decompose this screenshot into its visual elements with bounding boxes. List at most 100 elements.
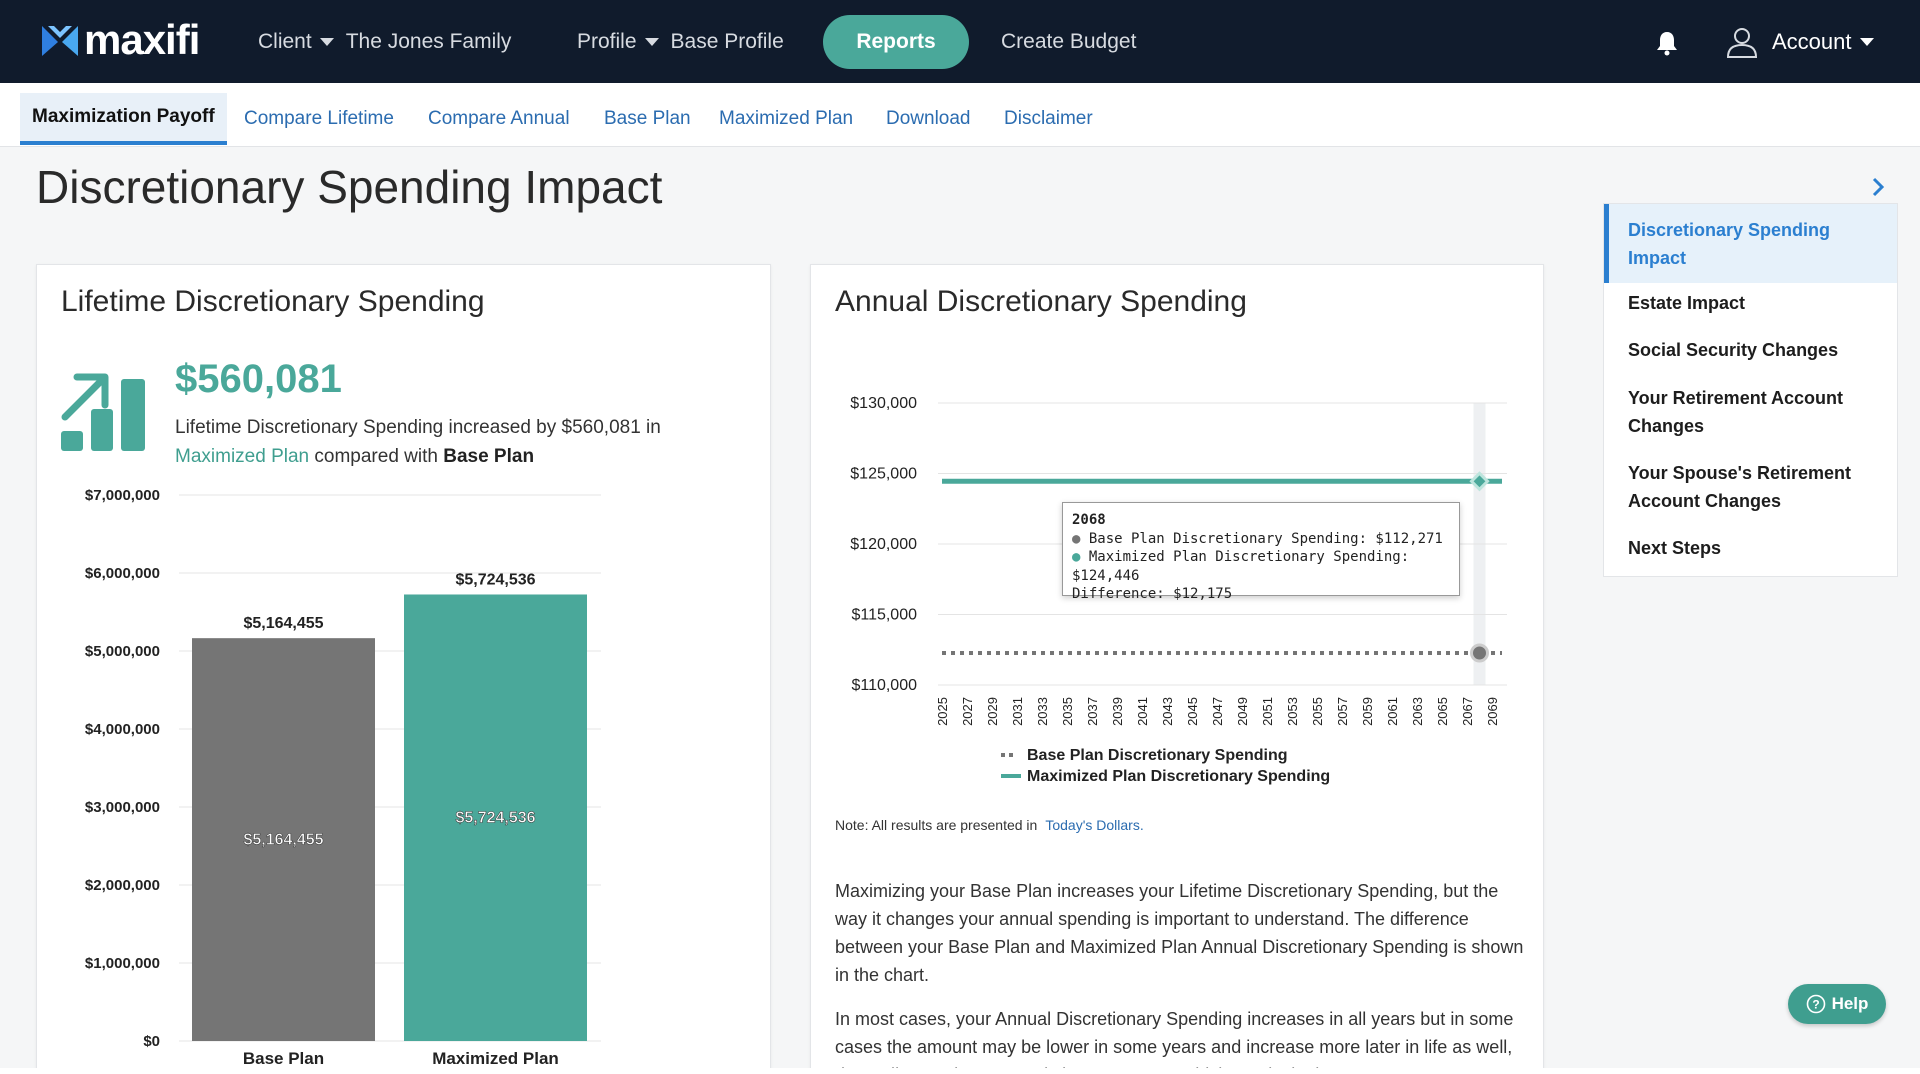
x-tick-label: 2065 <box>1435 697 1450 726</box>
todays-dollars-link[interactable]: Today's Dollars. <box>1045 817 1144 833</box>
dollars-note: Note: All results are presented in Today'… <box>835 817 1144 833</box>
page-title: Discretionary Spending Impact <box>36 161 663 213</box>
help-label: Help <box>1831 994 1869 1013</box>
x-tick-label: 2029 <box>985 697 1000 726</box>
section-nav-next-steps[interactable]: Next Steps <box>1628 538 1722 558</box>
account-label: Account <box>1772 28 1852 54</box>
y-tick-label: $115,000 <box>851 607 917 624</box>
tab-download[interactable]: Download <box>886 108 971 129</box>
bar-base-plan <box>192 638 375 1041</box>
tab-compare-annual[interactable]: Compare Annual <box>428 108 570 129</box>
x-tick-label: 2035 <box>1060 697 1075 726</box>
increase-text-prefix: Lifetime Discretionary Spending increase… <box>175 417 661 438</box>
x-tick-label: 2059 <box>1360 697 1375 726</box>
lifetime-increase-text: Lifetime Discretionary Spending increase… <box>175 413 715 471</box>
bar-inner-label: $5,164,455 <box>243 832 323 849</box>
x-category-label: Base Plan <box>243 1049 324 1068</box>
y-tick-label: $120,000 <box>850 536 917 553</box>
x-tick-label: 2027 <box>960 697 975 726</box>
chevron-down-icon <box>319 37 334 46</box>
x-tick-label: 2041 <box>1135 697 1150 726</box>
annual-spending-card: Annual Discretionary Spending $110,000 $1… <box>810 264 1544 1074</box>
y-tick-label: $0 <box>143 1033 160 1050</box>
y-tick-label: $110,000 <box>851 677 917 694</box>
chevron-right-icon[interactable] <box>1868 176 1888 198</box>
section-nav-estate-impact[interactable]: Estate Impact <box>1628 293 1746 313</box>
maxifi-logo-icon <box>42 26 78 56</box>
page-bottom-edge <box>0 1068 1920 1074</box>
profile-label: Profile <box>577 29 637 53</box>
y-tick-label: $2,000,000 <box>85 877 160 894</box>
x-tick-label: 2039 <box>1110 697 1125 726</box>
card-title: Annual Discretionary Spending <box>835 285 1247 318</box>
tooltip-year: 2068 <box>1072 512 1106 528</box>
create-budget-link[interactable]: Create Budget <box>1001 29 1137 53</box>
help-button[interactable]: ? Help <box>1788 984 1886 1024</box>
x-tick-label: 2031 <box>1010 697 1025 726</box>
x-tick-label: 2043 <box>1160 697 1175 726</box>
maximized-plan-hover-point <box>1469 471 1490 492</box>
maximized-plan-label: Maximized Plan <box>175 446 310 467</box>
section-nav-spouse-retirement[interactable]: Your Spouse's Retirement Account Changes <box>1628 463 1851 511</box>
x-tick-label: 2033 <box>1035 697 1050 726</box>
bar-maximized-plan <box>404 594 587 1041</box>
chart-tooltip: 2068 ● Base Plan Discretionary Spending:… <box>1062 502 1460 602</box>
notification-bell-icon[interactable] <box>1655 30 1679 56</box>
tab-maximization-payoff[interactable]: Maximization Payoff <box>20 93 227 145</box>
x-tick-label: 2067 <box>1460 697 1475 726</box>
x-tick-label: 2061 <box>1385 697 1400 726</box>
trending-up-icon <box>61 373 145 451</box>
section-nav-social-security[interactable]: Social Security Changes <box>1628 340 1839 360</box>
profile-value: Base Profile <box>670 29 784 53</box>
x-tick-label: 2037 <box>1085 697 1100 726</box>
x-tick-label: 2057 <box>1335 697 1350 726</box>
annual-line-chart: $110,000 $115,000 $120,000 $125,000 $130,000… <box>850 395 1507 785</box>
x-tick-label: 2069 <box>1485 697 1500 726</box>
explanation-paragraph-1: Maximizing your Base Plan increases your… <box>835 881 1524 985</box>
note-text: Note: All results are presented in <box>835 817 1038 833</box>
maxifi-logo[interactable]: maxifi <box>40 18 200 62</box>
tooltip-difference: Difference: $12,175 <box>1072 586 1233 602</box>
y-tick-label: $7,000,000 <box>85 487 160 504</box>
bar-inner-label: $5,724,536 <box>455 810 535 827</box>
tab-base-plan[interactable]: Base Plan <box>604 108 691 129</box>
client-label: Client <box>258 29 312 53</box>
tooltip-base: ● Base Plan Discretionary Spending: $112… <box>1072 530 1443 547</box>
y-tick-label: $5,000,000 <box>85 643 160 660</box>
y-tick-label: $125,000 <box>850 466 917 483</box>
y-tick-label: $1,000,000 <box>85 955 160 972</box>
x-category-label: Maximized Plan <box>432 1049 559 1068</box>
profile-selector[interactable]: Profile Base Profile <box>577 0 784 83</box>
x-tick-label: 2025 <box>935 697 950 726</box>
x-tick-label: 2053 <box>1285 697 1300 726</box>
x-tick-label: 2051 <box>1260 697 1275 726</box>
y-tick-label: $130,000 <box>850 395 917 412</box>
top-navbar: maxifi Client The Jones Family Profile B… <box>0 0 1920 83</box>
y-tick-label: $6,000,000 <box>85 565 160 582</box>
tab-disclaimer[interactable]: Disclaimer <box>1004 108 1093 129</box>
tab-maximized-plan[interactable]: Maximized Plan <box>719 108 854 129</box>
x-tick-label: 2045 <box>1185 697 1200 726</box>
compared-text: compared with <box>314 446 438 467</box>
client-selector[interactable]: Client The Jones Family <box>258 0 511 83</box>
reports-button[interactable]: Reports <box>823 15 969 69</box>
svg-text:?: ? <box>1812 998 1819 1012</box>
legend-label-maximized: Maximized Plan Discretionary Spending <box>1027 768 1330 785</box>
tooltip-maximized: ● Maximized Plan Discretionary Spending:… <box>1072 549 1410 584</box>
section-nav-retirement-account[interactable]: Your Retirement Account Changes <box>1628 388 1844 436</box>
section-nav-panel: Discretionary Spending Impact Estate Imp… <box>1603 203 1898 577</box>
x-tick-label: 2055 <box>1310 697 1325 726</box>
y-tick-label: $4,000,000 <box>85 721 160 738</box>
x-tick-label: 2047 <box>1210 697 1225 726</box>
explanation-paragraph-2: In most cases, your Annual Discretionary… <box>835 1009 1514 1073</box>
lifetime-bar-chart: $0 $1,000,000 $2,000,000 $3,000,000 $4,000,0… <box>85 487 601 1068</box>
x-tick-label: 2063 <box>1410 697 1425 726</box>
help-icon: ? <box>1806 994 1825 1014</box>
base-plan-hover-point <box>1470 643 1489 663</box>
lifetime-spending-card: Lifetime Discretionary Spending $560,081… <box>36 264 771 1074</box>
x-tick-label: 2049 <box>1235 697 1250 726</box>
section-nav-discretionary-spending[interactable]: Discretionary Spending Impact <box>1604 204 1897 283</box>
chevron-down-icon <box>1859 37 1874 46</box>
account-menu[interactable]: Account <box>1724 0 1874 83</box>
tab-compare-lifetime[interactable]: Compare Lifetime <box>244 108 394 129</box>
